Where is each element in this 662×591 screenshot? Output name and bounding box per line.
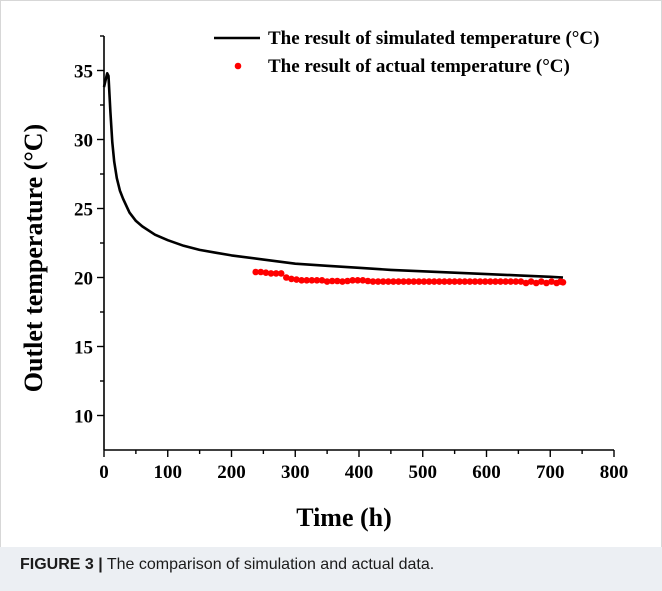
actual-temperature-point xyxy=(441,278,448,285)
x-tick-label: 200 xyxy=(217,462,246,483)
chart: 0 100 200 300 400 500 600 700 800 10 15 20 25 30 35 Tim… xyxy=(19,28,629,532)
actual-temperature-point xyxy=(364,277,372,285)
actual-temperature-point xyxy=(517,278,525,285)
actual-temperature-point xyxy=(359,277,367,284)
actual-temperature-point xyxy=(339,278,346,285)
actual-temperature-point xyxy=(522,279,530,287)
actual-temperature-point xyxy=(512,278,520,285)
actual-temperature-point xyxy=(543,279,550,287)
y-tick-label: 15 xyxy=(74,338,93,359)
figure-caption: FIGURE 3 | The comparison of simulation … xyxy=(20,556,434,574)
actual-temperature-point xyxy=(385,278,392,285)
x-tick-label: 800 xyxy=(600,462,629,483)
y-tick-label: 20 xyxy=(74,269,93,290)
actual-temperature-point xyxy=(481,278,489,285)
x-tick-label: 400 xyxy=(345,462,374,483)
x-tick-label: 700 xyxy=(536,462,565,483)
actual-temperature-point xyxy=(446,278,453,285)
actual-temperature-point xyxy=(323,278,331,285)
legend-label-actual: The result of actual temperature (°C) xyxy=(268,56,570,77)
y-tick-label: 25 xyxy=(74,200,93,221)
actual-temperature-point xyxy=(272,270,280,277)
actual-temperature-point xyxy=(298,277,305,284)
actual-temperature-point xyxy=(374,278,382,285)
actual-temperature-point xyxy=(293,276,300,283)
actual-temperature-point xyxy=(390,278,397,285)
actual-temperature-point xyxy=(354,277,362,284)
actual-temperature-point xyxy=(507,278,514,285)
actual-temperature-point xyxy=(487,278,494,285)
actual-temperature-point xyxy=(262,269,270,277)
x-tick-label: 0 xyxy=(99,462,109,483)
actual-temperature-point xyxy=(476,278,484,285)
actual-temperature-point xyxy=(405,278,413,285)
y-tick-label: 35 xyxy=(74,62,93,83)
actual-temperature-point xyxy=(318,277,326,284)
y-axis-title: Outlet temperature (°C) xyxy=(19,124,48,392)
actual-temperature-point xyxy=(303,277,311,284)
actual-temperature-point xyxy=(415,278,423,285)
actual-temperature-point xyxy=(466,278,474,285)
actual-temperature-point xyxy=(548,278,555,285)
x-tick-label: 300 xyxy=(281,462,310,483)
actual-temperature-point xyxy=(425,278,433,285)
actual-temperature-point xyxy=(257,268,265,276)
caption-text: The comparison of simulation and actual … xyxy=(102,556,435,573)
chart-svg: 0 100 200 300 400 500 600 700 800 10 15 20 25 30 35 Tim… xyxy=(19,28,629,532)
y-tick-label: 30 xyxy=(74,131,93,152)
actual-temperature-point xyxy=(334,277,341,285)
actual-temperature-point xyxy=(369,278,377,285)
simulated-temperature-line xyxy=(102,72,564,279)
actual-temperature-point xyxy=(461,278,469,285)
actual-temperature-point xyxy=(267,270,275,277)
actual-temperature-point xyxy=(420,278,428,285)
actual-temperature-point xyxy=(277,270,285,277)
actual-temperature-point xyxy=(288,275,295,283)
actual-temperature-point xyxy=(497,278,504,285)
actual-temperature-point xyxy=(252,268,259,276)
y-tick-label: 10 xyxy=(74,407,93,428)
actual-temperature-point xyxy=(527,278,535,285)
caption-label: FIGURE 3 | xyxy=(20,556,103,573)
actual-temperature-point xyxy=(471,278,479,285)
actual-temperature-point xyxy=(492,278,499,285)
actual-temperature-point xyxy=(344,277,351,285)
actual-temperature-point xyxy=(559,279,567,286)
x-axis-title: Time (h) xyxy=(296,503,392,532)
actual-temperature-point xyxy=(410,278,418,285)
actual-temperature-point xyxy=(349,277,356,284)
actual-temperature-point xyxy=(283,274,290,281)
actual-temperature-point xyxy=(430,278,438,285)
actual-temperature-point xyxy=(436,278,443,285)
actual-temperature-point xyxy=(328,277,336,285)
actual-temperature-point xyxy=(313,277,321,284)
actual-temperature-point xyxy=(400,278,407,285)
actual-temperature-point xyxy=(538,278,545,285)
caption-box xyxy=(0,547,662,591)
actual-temperature-point xyxy=(395,278,402,285)
x-tick-label: 100 xyxy=(154,462,183,483)
actual-temperature-point xyxy=(502,278,509,285)
actual-temperature-point xyxy=(379,278,387,285)
actual-temperature-point xyxy=(456,278,464,285)
actual-temperature-point xyxy=(532,279,540,287)
legend-label-simulated: The result of simulated temperature (°C) xyxy=(268,28,599,49)
x-tick-label: 600 xyxy=(472,462,501,483)
actual-temperature-point xyxy=(308,277,316,284)
x-tick-label: 500 xyxy=(409,462,438,483)
actual-temperature-point xyxy=(451,278,458,285)
legend-dot-swatch xyxy=(234,62,242,70)
